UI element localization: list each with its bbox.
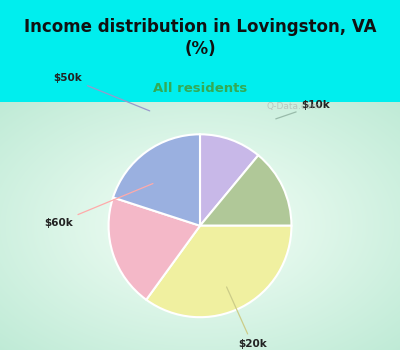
Text: $20k: $20k	[226, 287, 267, 349]
Text: $50k: $50k	[54, 73, 150, 111]
Text: > $200k: > $200k	[0, 349, 1, 350]
Text: All residents: All residents	[153, 82, 247, 95]
Wedge shape	[113, 134, 200, 226]
Text: Q-Data.com: Q-Data.com	[266, 102, 321, 111]
Wedge shape	[108, 197, 200, 300]
Wedge shape	[200, 134, 258, 226]
Text: $10k: $10k	[276, 100, 330, 119]
Wedge shape	[146, 226, 292, 317]
Text: $60k: $60k	[44, 183, 153, 228]
Wedge shape	[200, 155, 292, 226]
Text: Income distribution in Lovingston, VA
(%): Income distribution in Lovingston, VA (%…	[24, 18, 376, 58]
